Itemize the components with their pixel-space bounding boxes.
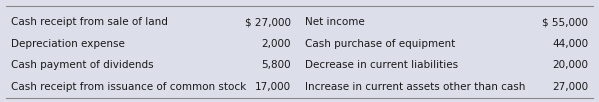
Text: 27,000: 27,000 [552,82,588,92]
Text: Depreciation expense: Depreciation expense [11,39,125,49]
Text: 2,000: 2,000 [261,39,291,49]
Text: Decrease in current liabilities: Decrease in current liabilities [305,60,459,70]
Text: Cash payment of dividends: Cash payment of dividends [11,60,153,70]
Text: 5,800: 5,800 [261,60,291,70]
Text: Net income: Net income [305,17,365,27]
Text: 20,000: 20,000 [552,60,588,70]
Text: Cash purchase of equipment: Cash purchase of equipment [305,39,456,49]
Text: Cash receipt from issuance of common stock: Cash receipt from issuance of common sto… [11,82,246,92]
Text: 44,000: 44,000 [552,39,588,49]
Text: $ 55,000: $ 55,000 [542,17,588,27]
Text: Cash receipt from sale of land: Cash receipt from sale of land [11,17,168,27]
Text: Increase in current assets other than cash: Increase in current assets other than ca… [305,82,526,92]
Text: $ 27,000: $ 27,000 [244,17,291,27]
Text: 17,000: 17,000 [255,82,291,92]
